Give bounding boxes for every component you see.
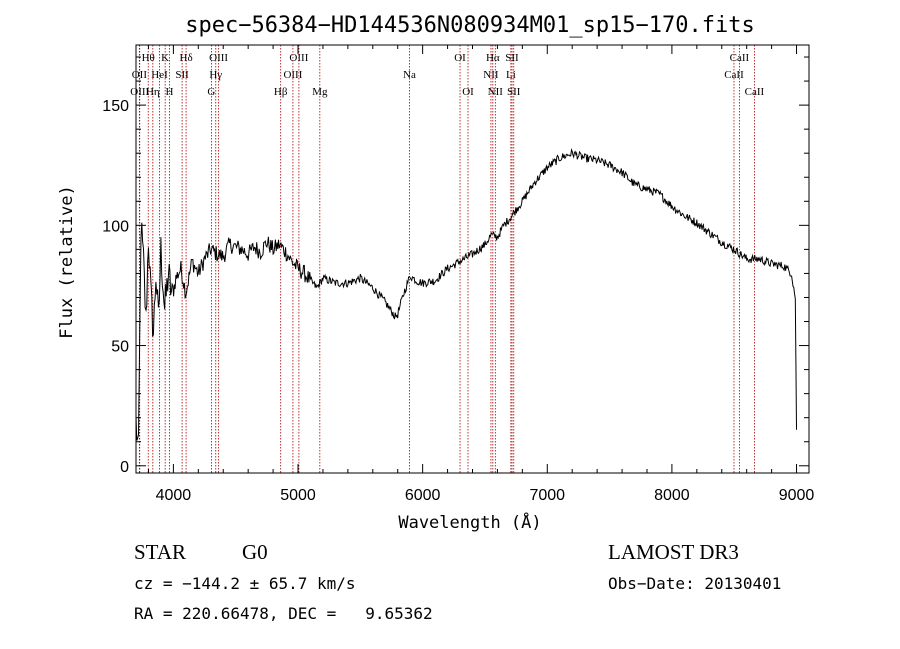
line-label: Hη — [146, 86, 160, 98]
line-label: G — [207, 86, 215, 98]
line-label: CaII — [730, 52, 750, 64]
line-label: OIII — [283, 69, 302, 81]
line-label: SII — [505, 52, 519, 64]
line-label: K — [161, 52, 169, 64]
line-label: Mg — [312, 86, 328, 98]
line-label: Hβ — [274, 86, 288, 98]
line-label: Li — [506, 69, 516, 81]
object-class: STAR — [134, 540, 186, 564]
x-tick-label: 5000 — [280, 487, 316, 504]
x-tick-label: 6000 — [405, 487, 441, 504]
y-tick-label: 150 — [102, 98, 129, 115]
coordinates: RA = 220.66478, DEC = 9.65362 — [134, 604, 433, 623]
line-label: H — [166, 86, 174, 98]
y-tick-label: 0 — [120, 459, 129, 476]
line-label: OIII — [130, 86, 149, 98]
y-tick-label: 50 — [111, 339, 129, 356]
line-label: CaII — [745, 86, 765, 98]
line-label: SII — [507, 86, 521, 98]
line-label: HeI — [151, 69, 168, 81]
x-tick-label: 7000 — [529, 487, 565, 504]
line-label: Hθ — [142, 52, 155, 64]
line-label: Hδ — [180, 52, 193, 64]
x-tick-label: 9000 — [779, 487, 815, 504]
y-tick-label: 100 — [102, 218, 129, 235]
line-label: Hγ — [209, 69, 222, 81]
line-label: OII — [132, 69, 148, 81]
line-label: OI — [454, 52, 466, 64]
line-label: CaII — [724, 69, 744, 81]
observation-date: Obs−Date: 20130401 — [608, 574, 782, 593]
x-tick-label: 4000 — [156, 487, 192, 504]
redshift-value: cz = −144.2 ± 65.7 km/s — [134, 574, 356, 593]
line-label: Na — [403, 69, 416, 81]
y-axis-label: Flux (relative) — [57, 185, 77, 339]
x-tick-label: 8000 — [654, 487, 690, 504]
x-axis-label: Wavelength (Å) — [398, 511, 541, 533]
chart-title: spec−56384−HD144536N080934M01_sp15−170.f… — [185, 13, 755, 38]
spectrum-line — [135, 148, 797, 441]
spectral-subclass: G0 — [242, 540, 268, 564]
line-label: OIII — [289, 52, 308, 64]
survey-name: LAMOST DR3 — [608, 540, 739, 564]
line-label: Hα — [486, 52, 500, 64]
line-label: NII — [483, 69, 499, 81]
line-label: OIII — [209, 52, 228, 64]
line-label: NII — [488, 86, 504, 98]
line-label: OI — [462, 86, 474, 98]
line-label: SII — [175, 69, 189, 81]
plot-frame — [135, 44, 810, 474]
